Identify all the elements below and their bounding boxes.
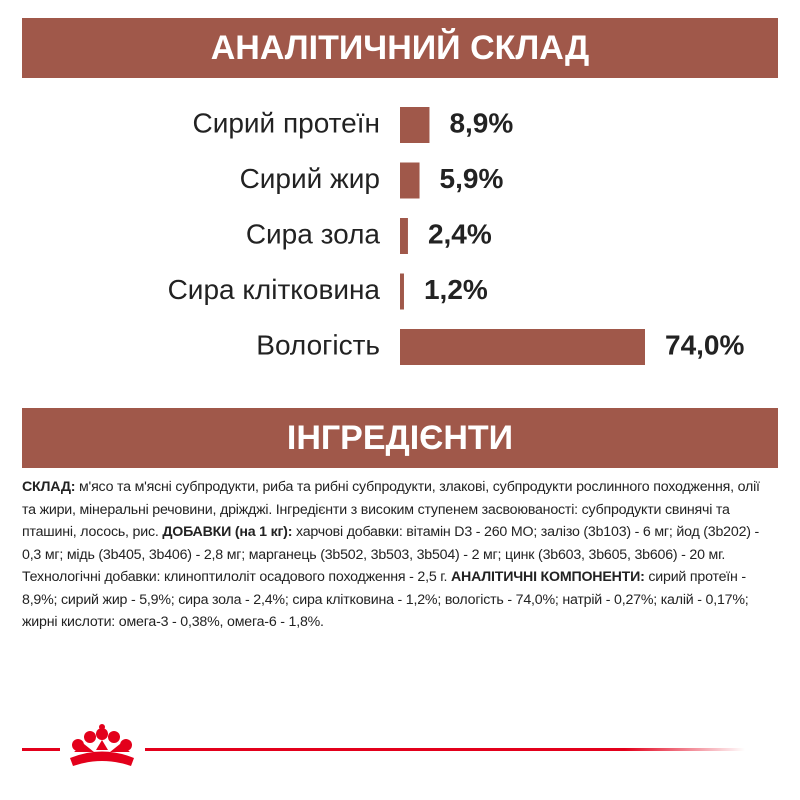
footer-line — [145, 748, 745, 751]
text: харчові добавки: вітамін D3 - 260 МО; за… — [22, 524, 763, 585]
bold-text: ДОБАВКИ (на 1 кг): — [162, 524, 293, 540]
value-label: 2,4% — [428, 218, 492, 249]
bar — [400, 273, 404, 310]
value-label: 5,9% — [440, 163, 504, 194]
bar — [400, 218, 408, 254]
bold-text: АНАЛІТИЧНІ КОМПОНЕНТИ: — [450, 569, 645, 585]
ingredients-text: СКЛАД: м'ясо та м'ясні субпродукти, риба… — [22, 476, 774, 634]
value-label: 8,9% — [449, 107, 513, 138]
category-label: Сирий протеїн — [192, 107, 380, 138]
bar — [400, 329, 645, 365]
header-band — [22, 18, 778, 78]
bar — [400, 162, 420, 199]
chart-title: АНАЛІТИЧНИЙ СКЛАД — [211, 28, 590, 67]
category-label: Сира клітковина — [168, 274, 381, 305]
category-label: Сира зола — [246, 218, 381, 249]
header-band — [22, 408, 778, 468]
category-label: Сирий жир — [240, 163, 380, 194]
text: м'ясо та м'ясні субпродукти, риба та риб… — [22, 479, 764, 540]
footer-line — [22, 748, 60, 751]
logo — [70, 724, 134, 766]
text: сирий протеїн - 8,9%; сирий жир - 5,9%; … — [22, 569, 753, 630]
section-title: ІНГРЕДІЄНТИ — [287, 419, 513, 457]
value-label: 1,2% — [424, 274, 488, 305]
value-label: 74,0% — [665, 329, 744, 360]
bold-text: СКЛАД: — [22, 479, 76, 495]
bar — [400, 107, 430, 143]
category-label: Вологість — [256, 329, 380, 360]
